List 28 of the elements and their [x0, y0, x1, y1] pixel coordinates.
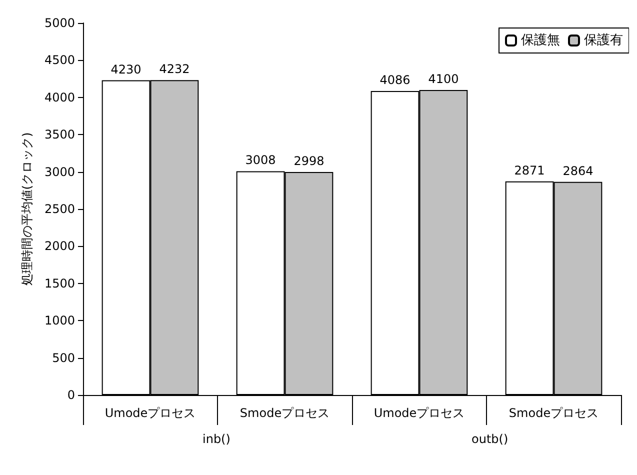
y-tick-label: 0 — [67, 388, 75, 402]
legend-label: 保護有 — [584, 33, 623, 48]
y-tick-label: 2000 — [44, 239, 75, 254]
text: outb() — [472, 432, 508, 446]
data-label: 4100 — [428, 72, 459, 86]
data-label: 2871 — [514, 163, 545, 178]
x-tick-label: Smodeプロセス — [508, 406, 599, 420]
data-label: 3008 — [245, 153, 276, 168]
x-tick-label: Umodeプロセス — [374, 406, 465, 420]
y-tick-label: 2500 — [44, 202, 75, 216]
data-label: 2998 — [294, 154, 324, 168]
y-tick-label: 3000 — [44, 164, 75, 179]
text: inb() — [202, 432, 230, 446]
y-tick-label: 3500 — [44, 128, 75, 142]
x-tick-label: Smodeプロセス — [240, 406, 330, 420]
y-tick-label: 1500 — [44, 276, 75, 290]
data-label: 4232 — [159, 62, 190, 76]
y-tick-label: 5000 — [44, 16, 75, 30]
y-tick-label: 4500 — [44, 53, 75, 68]
legend-label: 保護無 — [521, 33, 560, 48]
data-label: 4086 — [380, 73, 410, 87]
y-tick-label: 4000 — [44, 90, 75, 104]
y-tick-label: 500 — [52, 350, 75, 365]
y-axis-title: 処理時間の平均値(クロック) — [20, 132, 34, 286]
data-label: 4230 — [110, 62, 142, 76]
x-tick-label: Umodeプロセス — [104, 406, 196, 420]
y-tick-label: 1000 — [44, 314, 75, 328]
data-label: 2864 — [562, 164, 594, 178]
